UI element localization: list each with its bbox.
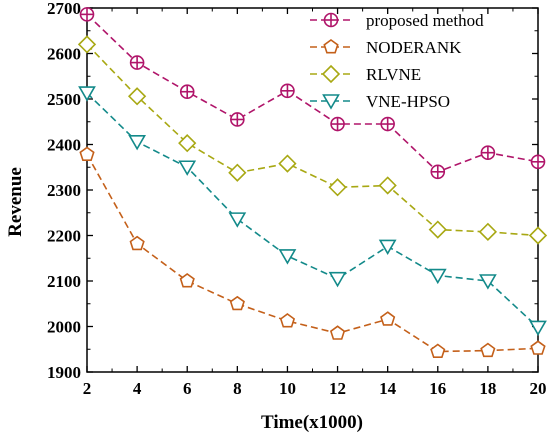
- x-tick-label: 14: [379, 379, 397, 398]
- data-point: [478, 222, 498, 241]
- legend: proposed method NODERANK RLVNE VNE-HPSO: [310, 11, 484, 111]
- x-tick-label: 6: [183, 379, 192, 398]
- data-point: [278, 154, 297, 173]
- x-tick-label: 12: [329, 379, 346, 398]
- data-point: [178, 160, 197, 176]
- data-point: [229, 295, 245, 311]
- legend-marker: [321, 64, 341, 84]
- data-point: [178, 134, 197, 153]
- data-point: [529, 320, 547, 337]
- y-tick-label: 2000: [47, 318, 81, 337]
- legend-entry: NODERANK: [310, 38, 462, 57]
- y-axis-title: Revenue: [5, 167, 26, 237]
- legend-marker: [322, 94, 340, 110]
- series-line: [86, 13, 539, 173]
- series-noderank: [79, 146, 546, 359]
- data-point: [128, 134, 146, 151]
- data-point: [380, 311, 396, 326]
- data-point: [328, 271, 347, 288]
- plot-frame: [86, 7, 539, 373]
- data-point: [228, 163, 247, 182]
- legend-label: RLVNE: [366, 65, 421, 84]
- y-tick-label: 2300: [47, 181, 81, 200]
- data-point: [179, 273, 195, 288]
- x-tick-label: 16: [429, 379, 446, 398]
- data-point: [278, 249, 297, 265]
- series-rlvne: [77, 35, 548, 245]
- y-tick-label: 2100: [47, 272, 81, 291]
- legend-entry: RLVNE: [310, 64, 421, 84]
- data-point: [78, 86, 96, 102]
- series-line: [86, 154, 539, 353]
- y-tick-label: 2700: [47, 0, 81, 18]
- data-point: [279, 313, 296, 328]
- data-point: [129, 235, 145, 251]
- series-line: [86, 43, 539, 237]
- data-point: [530, 340, 546, 355]
- data-point: [77, 35, 97, 54]
- data-point: [428, 268, 447, 285]
- data-point: [79, 146, 95, 161]
- data-point: [378, 176, 397, 195]
- data-point: [480, 342, 496, 358]
- series-line: [86, 92, 539, 328]
- x-tick-label: 8: [233, 379, 242, 398]
- legend-marker: [323, 39, 339, 54]
- data-point: [428, 220, 447, 239]
- data-point: [479, 274, 497, 290]
- data-point: [378, 239, 397, 256]
- data-point: [430, 343, 446, 359]
- legend-label: NODERANK: [366, 38, 462, 57]
- legend-entry: VNE-HPSO: [310, 92, 450, 111]
- data-point: [127, 87, 147, 106]
- series-proposed-method: [79, 7, 546, 180]
- y-tick-label: 2400: [47, 136, 81, 155]
- data-point: [328, 178, 347, 197]
- x-tick-label: 2: [83, 379, 92, 398]
- legend-label: VNE-HPSO: [366, 92, 450, 111]
- data-point: [329, 325, 346, 340]
- legend-entry: proposed method: [310, 11, 484, 30]
- series-vne-hpso: [78, 86, 547, 337]
- data-point: [528, 226, 548, 245]
- y-tick-label: 2200: [47, 227, 81, 246]
- data-point: [228, 212, 247, 228]
- series-lines: [77, 7, 548, 359]
- legend-label: proposed method: [366, 11, 484, 30]
- y-tick-label: 2600: [47, 45, 81, 64]
- y-tick-label: 2500: [47, 90, 81, 109]
- x-tick-label: 4: [133, 379, 142, 398]
- x-tick-label: 20: [530, 379, 547, 398]
- x-axis-title: Time(x1000): [261, 412, 363, 433]
- x-tick-label: 10: [279, 379, 296, 398]
- x-tick-label: 18: [479, 379, 496, 398]
- y-tick-label: 1900: [47, 363, 81, 382]
- axes: 2 4 6 8 10 12 14 16 18 20 1900 2000 2100 2200 2300 2400…: [47, 0, 547, 398]
